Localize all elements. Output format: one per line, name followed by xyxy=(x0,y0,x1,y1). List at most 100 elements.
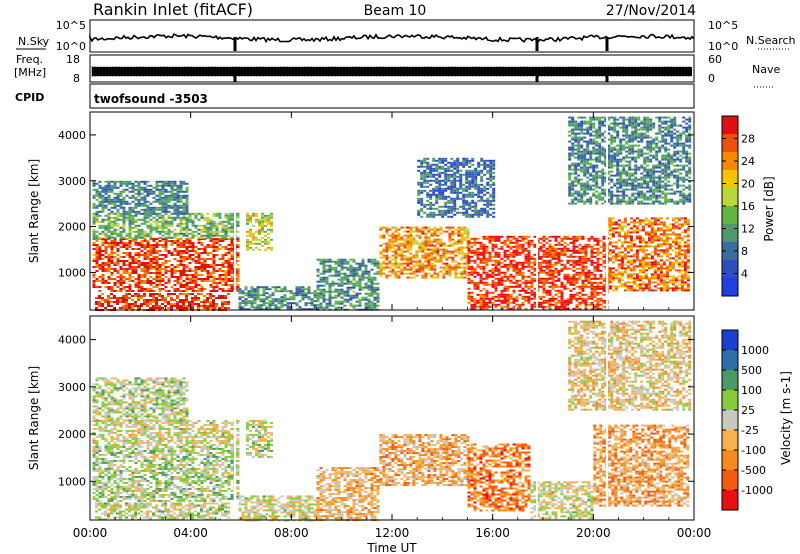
heatmap-cell xyxy=(575,291,579,294)
heatmap-cell xyxy=(110,216,114,219)
heatmap-cell xyxy=(638,223,642,226)
heatmap-cell xyxy=(188,220,192,223)
heatmap-cell xyxy=(173,232,177,235)
heatmap-cell xyxy=(420,159,424,162)
heatmap-cell xyxy=(590,245,594,248)
heatmap-cell xyxy=(602,283,606,286)
heatmap-cell xyxy=(638,221,642,224)
heatmap-cell xyxy=(289,292,293,295)
heatmap-cell xyxy=(415,262,419,265)
heatmap-cell xyxy=(158,190,162,193)
heatmap-cell xyxy=(406,226,410,229)
heatmap-cell xyxy=(107,299,110,301)
heatmap-cell xyxy=(442,242,446,245)
heatmap-cell xyxy=(185,256,189,258)
heatmap-cell xyxy=(432,215,436,218)
heatmap-cell xyxy=(164,276,168,278)
heatmap-cell xyxy=(119,256,123,258)
heatmap-cell xyxy=(92,214,96,217)
heatmap-cell xyxy=(185,266,189,268)
heatmap-cell xyxy=(551,287,555,290)
heatmap-cell xyxy=(149,224,153,227)
heatmap-cell xyxy=(107,258,111,260)
heatmap-cell xyxy=(149,214,153,217)
heatmap-cell xyxy=(334,268,338,271)
heatmap-cell xyxy=(182,218,186,221)
heatmap-cell xyxy=(358,302,362,305)
heatmap-cell xyxy=(328,274,332,277)
heatmap-cell xyxy=(252,212,255,215)
heatmap-cell xyxy=(131,238,135,240)
heatmap-cell xyxy=(316,274,320,277)
heatmap-cell xyxy=(542,283,546,286)
heatmap-cell xyxy=(355,268,359,271)
heatmap-cell xyxy=(563,307,567,310)
heatmap-cell xyxy=(270,222,273,225)
heatmap-cell xyxy=(439,226,443,229)
heatmap-cell xyxy=(274,306,278,309)
heatmap-cell xyxy=(638,265,642,268)
heatmap-cell xyxy=(209,305,212,307)
heatmap-cell xyxy=(319,284,323,287)
heatmap-cell xyxy=(179,242,183,244)
heatmap-cell xyxy=(391,244,395,247)
heatmap-cell xyxy=(361,286,365,289)
heatmap-cell xyxy=(680,277,684,280)
heatmap-cell xyxy=(614,247,618,250)
heatmap-cell xyxy=(554,243,558,246)
heatmap-cell xyxy=(542,259,546,262)
heatmap-cell xyxy=(212,305,215,307)
heatmap-cell xyxy=(164,230,168,233)
heatmap-cell xyxy=(355,292,359,295)
heatmap-cell xyxy=(659,221,663,224)
heatmap-cell xyxy=(319,280,323,283)
heatmap-cell xyxy=(98,286,102,288)
heatmap-cell xyxy=(161,214,165,217)
heatmap-cell xyxy=(146,192,150,195)
heatmap-cell xyxy=(436,234,440,237)
heatmap-cell xyxy=(200,266,204,268)
heatmap-cell xyxy=(409,230,413,233)
heatmap-cell xyxy=(292,298,296,301)
heatmap-cell xyxy=(295,290,299,293)
heatmap-cell xyxy=(113,307,116,309)
heatmap-cell xyxy=(587,257,591,260)
heatmap-cell xyxy=(209,297,212,299)
heatmap-cell xyxy=(566,287,570,290)
heatmap-cell xyxy=(244,302,248,305)
heatmap-cell xyxy=(674,269,678,272)
heatmap-cell xyxy=(554,249,558,252)
heatmap-cell xyxy=(668,223,672,226)
heatmap-cell xyxy=(143,216,147,219)
heatmap-cell xyxy=(488,273,492,276)
heatmap-cell xyxy=(191,212,195,215)
heatmap-cell xyxy=(316,258,320,261)
heatmap-cell xyxy=(274,304,278,307)
heatmap-cell xyxy=(167,282,171,284)
heatmap-cell xyxy=(182,210,186,213)
heatmap-cell xyxy=(426,167,430,170)
heatmap-cell xyxy=(593,277,597,280)
heatmap-cell xyxy=(548,297,552,300)
heatmap-cell xyxy=(125,212,129,215)
heatmap-cell xyxy=(587,297,591,300)
heatmap-cell xyxy=(134,226,138,229)
heatmap-cell xyxy=(530,279,534,282)
heatmap-cell xyxy=(107,295,110,297)
heatmap-cell xyxy=(482,293,486,296)
heatmap-cell xyxy=(301,292,305,295)
heatmap-cell xyxy=(209,246,213,248)
heatmap-cell xyxy=(143,274,147,276)
heatmap-cell xyxy=(394,274,398,277)
heatmap-cell xyxy=(400,254,404,257)
heatmap-cell xyxy=(200,236,204,239)
heatmap-cell xyxy=(435,159,439,162)
heatmap-cell xyxy=(158,192,162,195)
heatmap-cell xyxy=(403,258,407,261)
heatmap-cell xyxy=(107,226,111,229)
heatmap-cell xyxy=(674,261,678,264)
heatmap-cell xyxy=(503,239,507,242)
heatmap-cell xyxy=(128,208,132,211)
heatmap-cell xyxy=(182,212,186,215)
heatmap-cell xyxy=(686,259,690,262)
